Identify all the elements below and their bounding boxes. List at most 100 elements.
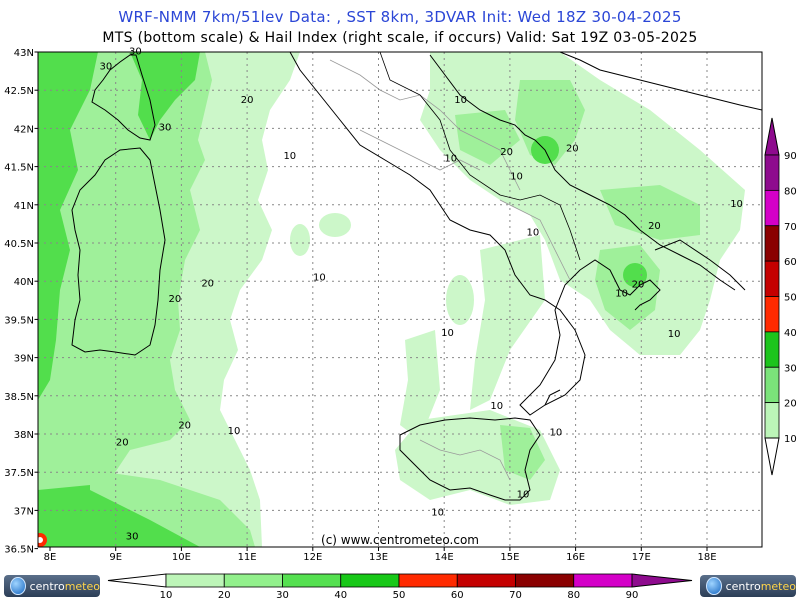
contour-label: 10 [527,227,540,238]
lon-label: 11E [238,552,257,563]
logo-left[interactable]: centro meteo [4,575,100,597]
mts-scale-swatch [282,573,342,588]
mts-scale-label: 20 [218,590,231,600]
lon-label: 16E [566,552,585,563]
contour-label: 10 [510,172,523,183]
hail-index-scale: 10 20 30 40 50 60 70 80 90 [764,117,797,476]
hail-scale-label: 10 [784,434,797,445]
mts-area-blob-1 [446,275,474,325]
contour-label: 20 [201,279,214,290]
mts-scale-swatch [398,573,458,588]
lat-label: 40N [14,277,34,288]
mts-area-ionian [600,185,700,240]
lat-label: 41.5N [4,163,34,174]
mts-scale-left-arrow [107,573,167,588]
hail-scale-label: 40 [784,328,797,339]
mts-scale-label: 80 [567,590,580,600]
hail-scale-swatch [764,296,780,333]
lon-label: 17E [632,552,651,563]
contour-label: 30 [159,123,172,134]
mts-scale-swatch [165,573,225,588]
coast-balkans [559,52,762,111]
lat-label: 37N [14,506,34,517]
contour-label: 20 [632,279,645,290]
coast-corsica [91,54,156,141]
lon-label: 10E [172,552,191,563]
contour-label: 10 [550,428,563,439]
contour-label: 20 [648,221,661,232]
lat-label: 39N [14,354,34,365]
contour-label: 30 [126,531,139,542]
mts-scale-right-arrow [631,573,693,588]
lat-label: 39.5N [4,315,34,326]
hail-scale-swatch [764,331,780,368]
mts-area-sicily-mid [500,425,545,480]
mts-scale-swatch [573,573,633,588]
lon-label: 18E [697,552,716,563]
globe-icon [10,577,26,595]
mts-area-sw-mid [90,470,255,547]
coastlines [71,52,762,501]
mts-scale-label: 30 [276,590,289,600]
logo-right[interactable]: centro meteo [700,575,796,597]
contour-label: 20 [168,294,181,305]
coast-calabria [544,389,561,406]
hail-scale-label: 80 [784,186,797,197]
logo-text-b: meteo [64,579,100,593]
mts-area-blob-3 [290,224,310,256]
hail-scale-swatch [764,366,780,404]
contour-label: 10 [228,426,241,437]
contour-label: 30 [99,62,112,73]
mts-scale-label: 60 [451,590,464,600]
lat-label: 42N [14,124,34,135]
contour-label: 20 [566,143,579,154]
contour-label: 10 [444,153,457,164]
logo-text-a: centro [29,579,65,593]
border-1 [329,59,521,191]
lat-label: 42.5N [4,86,34,97]
mts-scale-label: 10 [160,590,173,600]
mts-area-sardinia [38,52,212,505]
mts-area-corsica-strong [130,52,200,140]
coast-italy [289,52,746,416]
hail-scale-label: 70 [784,222,797,233]
mts-field [38,52,745,547]
lon-label: 14E [435,552,454,563]
hail-scale-label: 60 [784,257,797,268]
lat-label: 37.5N [4,468,34,479]
hail-scale-label: 20 [784,399,797,410]
hail-scale-label: 90 [784,151,797,162]
logo-text-b: meteo [760,579,796,593]
logo-text-a: centro [725,579,761,593]
longitude-labels: 8E 9E 10E 11E 12E 13E 14E 15E 16E 17E 18E [44,547,717,563]
contour-label: 10 [283,151,296,162]
lat-label: 41N [14,201,34,212]
coast-sicily [399,417,541,501]
border-2 [359,129,481,171]
globe-icon [706,577,722,595]
lat-lon-grid [38,52,762,547]
hail-spot-core [38,537,43,543]
lon-label: 15E [500,552,519,563]
contour-label: 10 [490,401,503,412]
hail-scale-swatch [764,225,780,262]
hail-scale-swatch [764,402,780,439]
border-main [379,52,581,261]
region-borders [329,59,571,481]
contour-label: 10 [668,329,681,340]
variable-title: MTS (bottom scale) & Hail Index (right s… [102,30,698,46]
coast-sardinia [71,147,166,356]
contour-label: 20 [500,147,513,158]
contour-label: 10 [454,95,467,106]
mts-area-west-strong [38,52,98,400]
hail-scale-label: 30 [784,363,797,374]
contour-label: 10 [730,199,743,210]
latitude-labels: 43N 42.5N 42N 41.5N 41N 40.5N 40N 39.5N 39N 38.5N… [4,48,38,556]
lon-label: 9E [109,552,122,563]
contour-label: 10 [441,328,454,339]
contour-label: 30 [129,46,142,57]
lon-label: 12E [303,552,322,563]
contour-labels: 30 30 20 30 10 10 10 20 20 10 10 20 10 20 10 10 20 20 10 10… [99,46,742,542]
mts-scale-label: 70 [509,590,522,600]
mts-scale-swatch [340,573,400,588]
